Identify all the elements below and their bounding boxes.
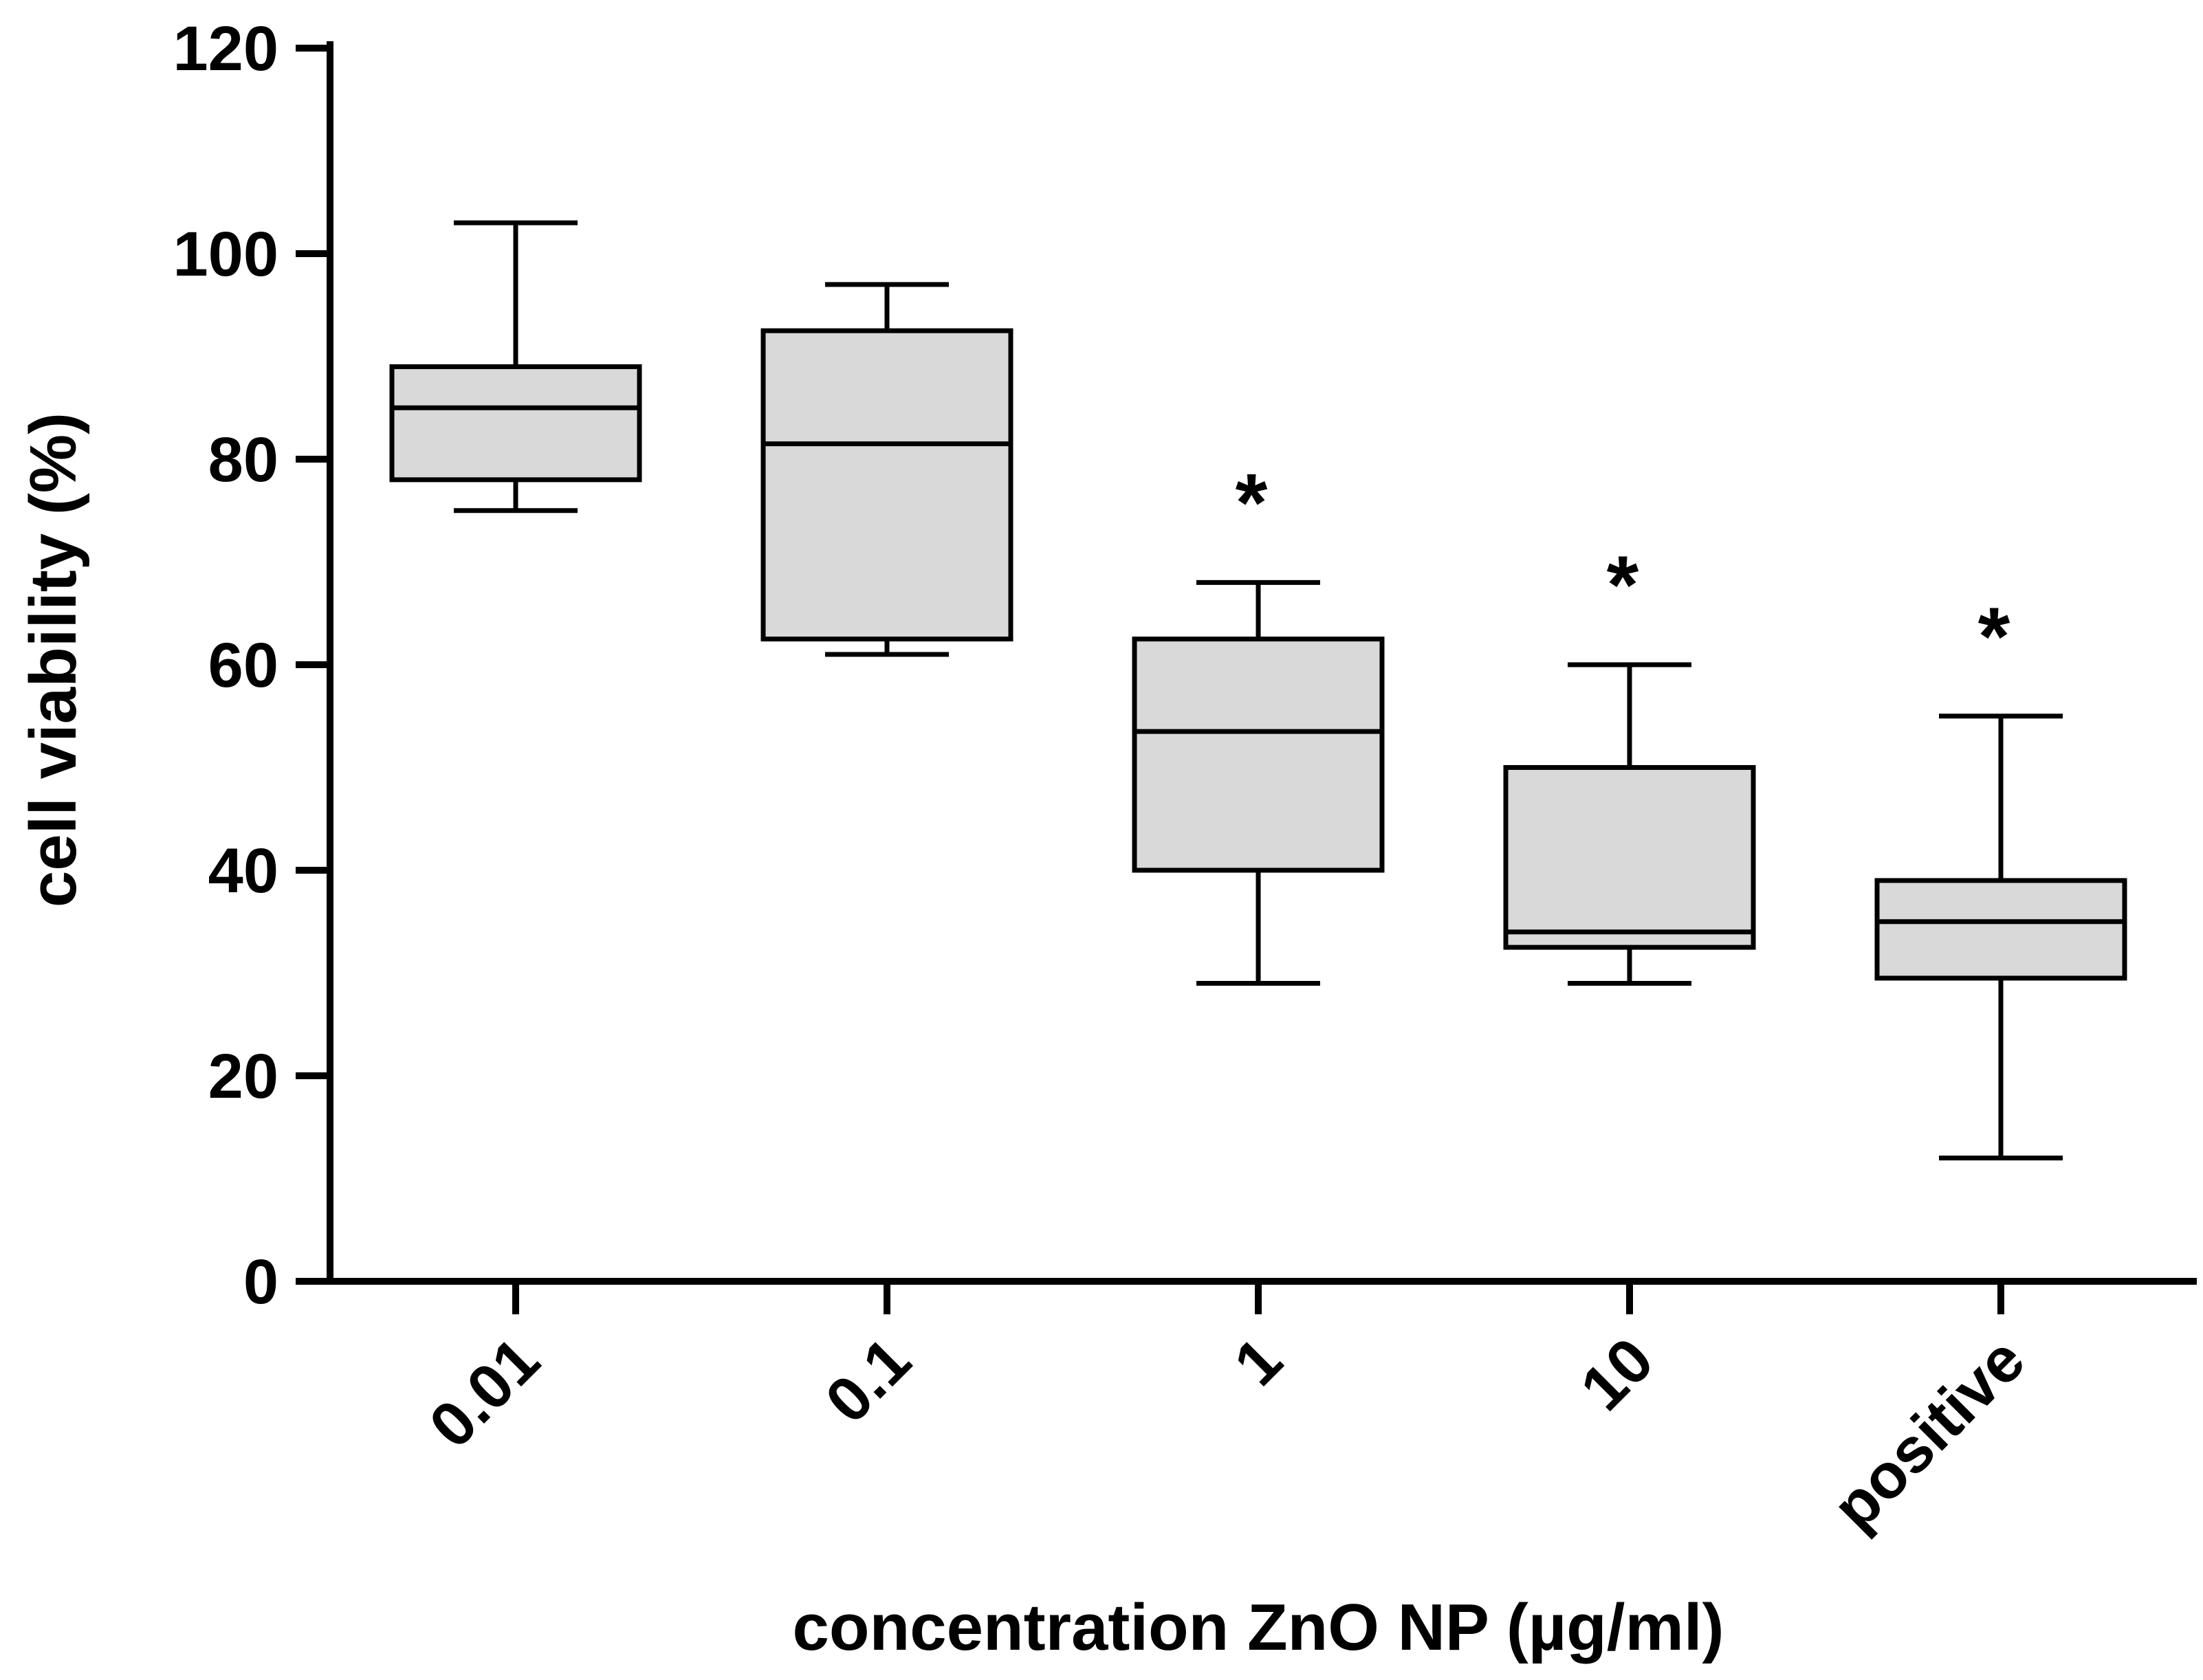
y-tick-label: 20	[208, 1041, 278, 1112]
y-tick-label: 80	[208, 425, 278, 495]
boxes-layer: * * *	[389, 220, 2127, 1161]
iqr-box	[1503, 765, 1756, 950]
x-ticks: 0.01 0.1 1 10 positive	[416, 1281, 2038, 1543]
y-axis-title: cell viability (%)	[17, 412, 90, 907]
y-ticks: 0 20 40 60 80 100 120	[173, 14, 330, 1317]
iqr-box	[760, 328, 1013, 642]
box-1: *	[1132, 456, 1385, 986]
iqr-box	[1132, 637, 1385, 873]
significance-star: *	[1978, 590, 2010, 683]
significance-star: *	[1236, 456, 1268, 549]
box-0-01	[389, 220, 642, 513]
y-tick-label: 40	[208, 836, 278, 906]
y-tick-label: 60	[208, 630, 278, 700]
significance-star: *	[1607, 539, 1639, 631]
y-tick-label: 120	[173, 14, 279, 84]
y-tick-label: 100	[173, 219, 279, 289]
x-tick-label: 0.1	[813, 1325, 925, 1437]
box-0-1	[760, 282, 1013, 657]
x-tick-label: 1	[1221, 1325, 1295, 1399]
box-positive: *	[1874, 590, 2127, 1161]
x-tick-label: positive	[1819, 1325, 2038, 1543]
iqr-box	[389, 364, 642, 483]
x-tick-label: 0.01	[416, 1325, 553, 1461]
x-tick-label: 10	[1568, 1325, 1667, 1424]
iqr-box	[1874, 878, 2127, 981]
x-axis-title: concentration ZnO NP (µg/ml)	[793, 1591, 1724, 1664]
box-10: *	[1503, 539, 1756, 986]
y-tick-label: 0	[243, 1247, 278, 1317]
